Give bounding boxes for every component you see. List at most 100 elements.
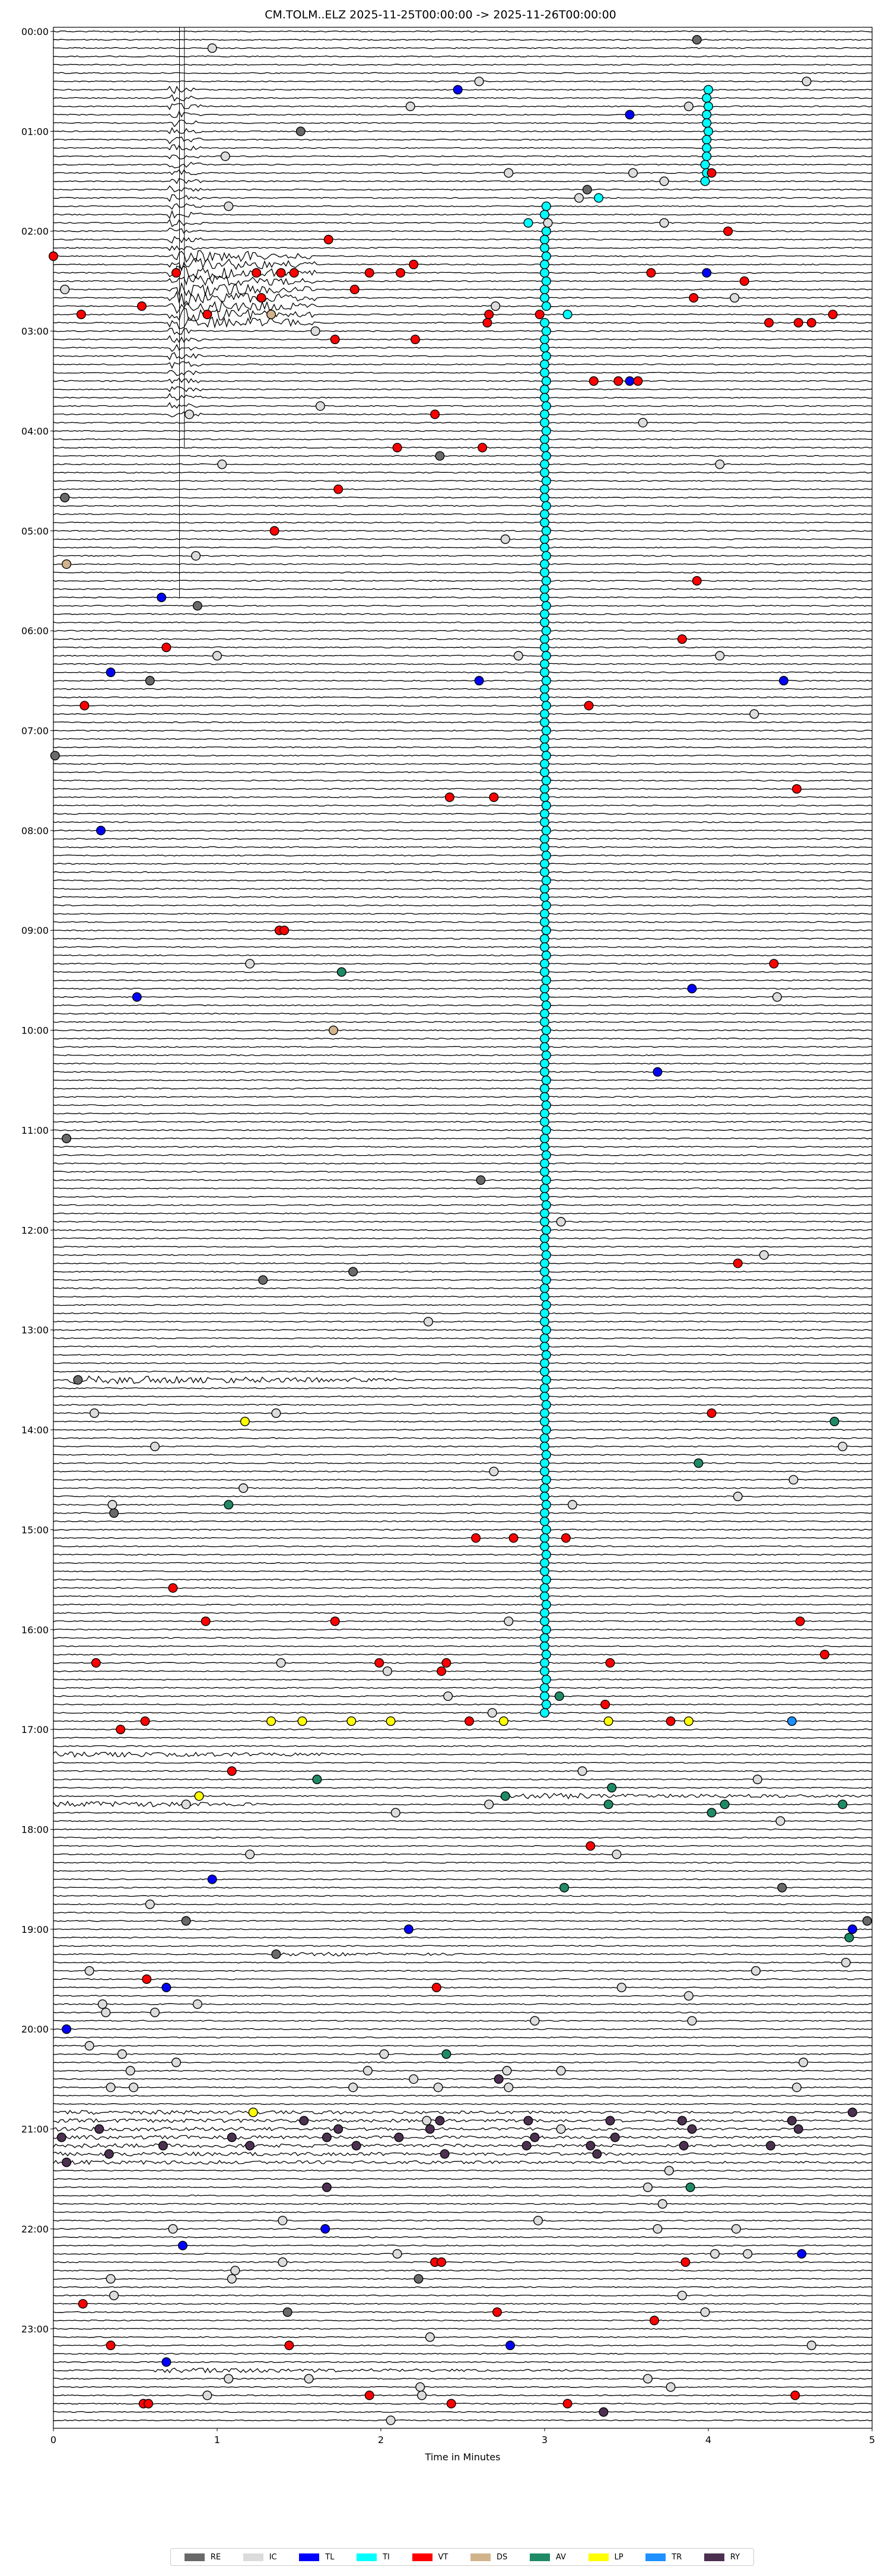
event-marker-ti xyxy=(541,1175,551,1185)
event-marker-ti xyxy=(700,176,710,186)
event-marker-ti xyxy=(540,1017,550,1027)
trace-row xyxy=(53,2269,873,2272)
event-marker-vt xyxy=(793,318,803,328)
event-marker-ti xyxy=(540,1117,550,1127)
event-marker-ti xyxy=(540,917,550,927)
legend-swatch xyxy=(645,2553,666,2561)
trace-row xyxy=(53,629,873,632)
trace-row xyxy=(53,1912,873,1914)
event-marker-av xyxy=(829,1416,839,1426)
trace-row xyxy=(53,446,873,449)
event-marker-ic xyxy=(638,418,648,428)
event-marker-ti xyxy=(540,634,550,644)
event-marker-vt xyxy=(276,268,286,278)
event-marker-ti xyxy=(540,784,550,794)
event-marker-ti xyxy=(540,992,550,1002)
trace-row xyxy=(53,1728,873,1731)
trace-row xyxy=(53,1770,873,1772)
event-marker-ic xyxy=(775,1816,785,1826)
trace-row xyxy=(53,218,873,227)
event-marker-vt xyxy=(437,2257,447,2267)
event-marker-tl xyxy=(847,1924,857,1934)
event-marker-ti xyxy=(540,1167,550,1177)
event-marker-vt xyxy=(739,276,749,286)
trace-row xyxy=(53,929,873,931)
event-marker-ic xyxy=(491,301,501,311)
event-marker-vt xyxy=(252,268,262,278)
event-marker-ic xyxy=(772,992,782,1002)
event-marker-ti xyxy=(540,717,550,727)
event-marker-ds xyxy=(266,310,276,320)
event-marker-vt xyxy=(142,1974,152,1984)
event-marker-ti xyxy=(541,1025,551,1035)
legend-item-tr: TR xyxy=(645,2553,682,2562)
event-marker-ic xyxy=(504,2082,514,2092)
trace-row xyxy=(53,580,873,582)
event-marker-ti xyxy=(540,1258,550,1268)
event-marker-ry xyxy=(435,2116,445,2126)
legend-swatch xyxy=(704,2553,724,2561)
event-marker-vt xyxy=(333,484,344,494)
event-marker-vt xyxy=(586,1841,596,1851)
trace-row xyxy=(53,177,873,185)
event-marker-ti xyxy=(540,1358,550,1368)
event-marker-tl xyxy=(157,593,167,603)
trace-row xyxy=(53,588,873,590)
event-marker-vt xyxy=(723,226,733,236)
trace-row xyxy=(53,1936,873,1939)
event-marker-ti xyxy=(540,1691,550,1701)
trace-row xyxy=(53,954,873,956)
event-marker-ti xyxy=(540,1192,550,1202)
trace-row xyxy=(53,1354,873,1356)
event-marker-ry xyxy=(245,2141,255,2151)
trace-row xyxy=(53,1279,873,1281)
event-marker-ti xyxy=(541,825,551,835)
event-marker-av xyxy=(603,1799,613,1809)
event-marker-ic xyxy=(84,1966,94,1976)
trace-row xyxy=(53,1004,873,1007)
event-marker-re xyxy=(73,1375,83,1385)
event-marker-ti xyxy=(541,1125,551,1135)
trace-row xyxy=(53,274,873,287)
event-marker-ti xyxy=(540,684,550,694)
trace-row xyxy=(53,2103,873,2106)
trace-row xyxy=(53,1745,873,1747)
event-marker-ti xyxy=(523,218,533,228)
event-marker-ic xyxy=(802,77,812,87)
event-marker-ti xyxy=(540,1141,550,1152)
trace-row xyxy=(53,1245,873,1248)
event-marker-ti xyxy=(540,1442,550,1452)
trace-row xyxy=(53,1362,873,1365)
event-marker-vt xyxy=(409,259,419,269)
trace-row xyxy=(53,2143,873,2148)
trace-row xyxy=(53,1604,873,1606)
trace-row xyxy=(53,2086,873,2088)
trace-row xyxy=(53,2352,873,2355)
event-marker-vt xyxy=(227,1766,237,1776)
trace-row xyxy=(53,2327,872,2330)
event-marker-ic xyxy=(212,651,222,661)
event-marker-vt xyxy=(806,318,816,328)
event-marker-ti xyxy=(540,1491,550,1502)
event-marker-ic xyxy=(513,651,523,661)
trace-row xyxy=(53,704,873,707)
event-marker-ti xyxy=(540,593,550,603)
event-marker-ic xyxy=(715,459,725,469)
trace-row xyxy=(53,245,873,252)
event-marker-ic xyxy=(683,1991,694,2001)
event-marker-ti xyxy=(541,601,551,611)
event-marker-vt xyxy=(76,310,86,320)
event-marker-ti xyxy=(541,926,551,936)
event-marker-av xyxy=(441,2049,451,2059)
legend-item-av: AV xyxy=(529,2553,566,2562)
legend-label: RY xyxy=(730,2552,740,2562)
event-marker-tl xyxy=(178,2240,188,2250)
trace-row xyxy=(53,1836,873,1839)
event-marker-ti xyxy=(541,326,551,336)
event-marker-ti xyxy=(540,418,550,428)
trace-row xyxy=(53,1561,873,1564)
event-marker-ry xyxy=(62,2157,72,2167)
event-marker-ic xyxy=(171,2057,182,2068)
event-marker-ti xyxy=(540,817,550,827)
trace-row xyxy=(53,605,873,607)
